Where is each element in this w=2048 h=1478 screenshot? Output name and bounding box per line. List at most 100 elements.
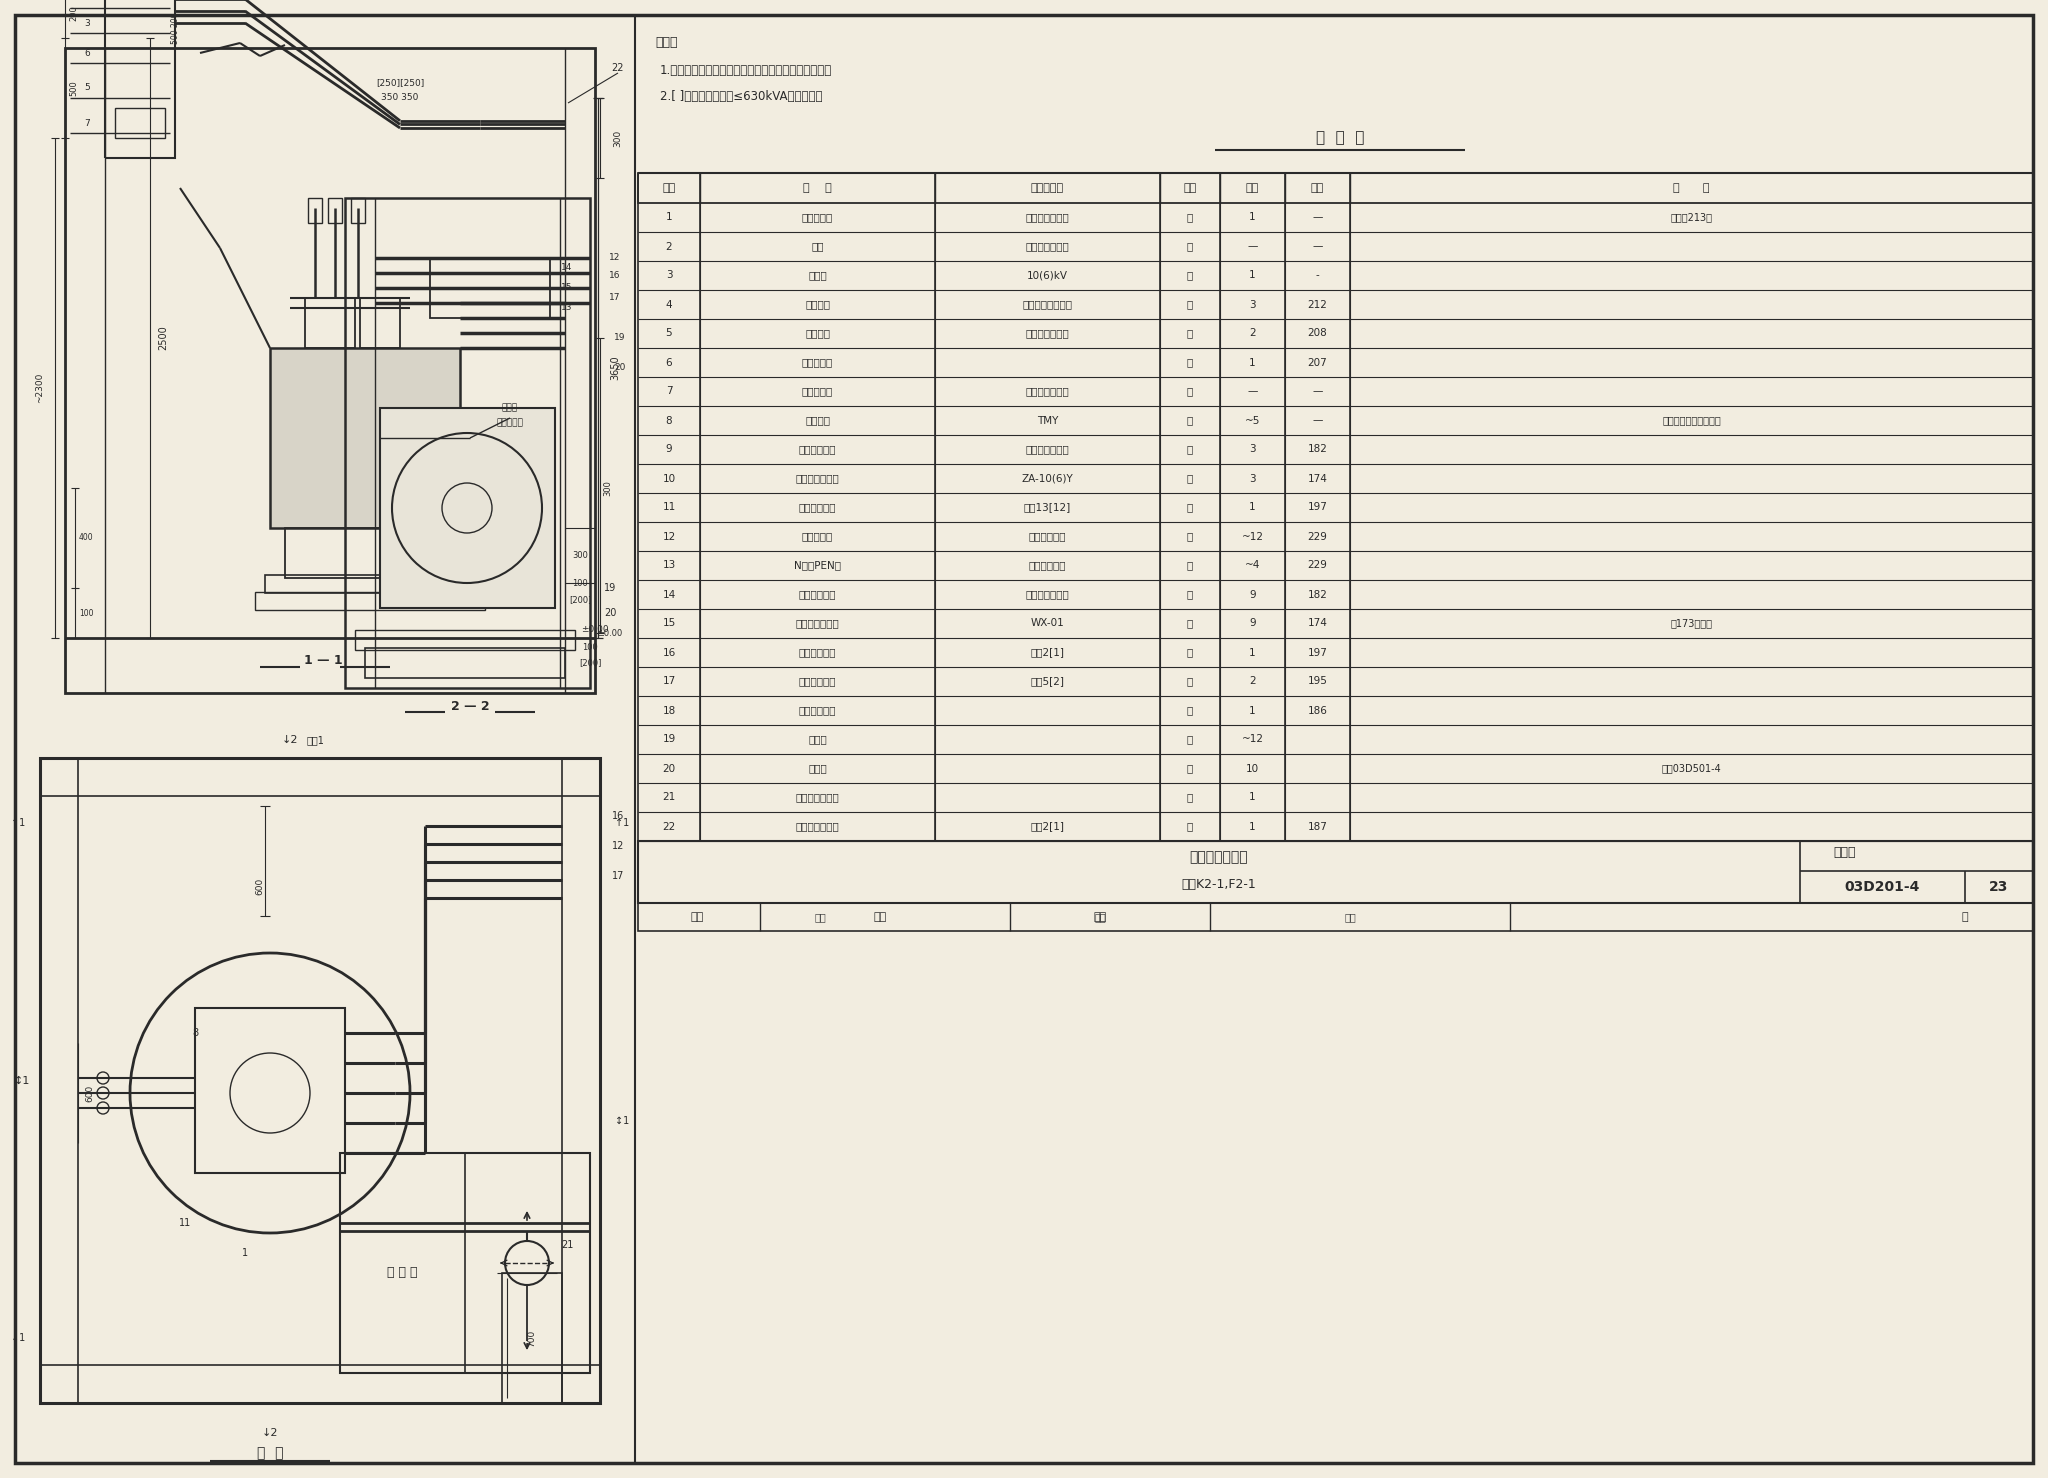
Text: 见附录（四）: 见附录（四） bbox=[1028, 560, 1067, 571]
Text: 1: 1 bbox=[1249, 213, 1255, 223]
Text: 17: 17 bbox=[612, 871, 625, 881]
Bar bbox=[365, 647, 565, 678]
Text: ↕1: ↕1 bbox=[14, 1076, 31, 1086]
Text: 高压母线: 高压母线 bbox=[805, 415, 829, 426]
Text: 个: 个 bbox=[1188, 792, 1194, 803]
Text: 明  细  表: 明 细 表 bbox=[1315, 130, 1364, 145]
Text: TMY: TMY bbox=[1036, 415, 1059, 426]
Bar bbox=[639, 841, 2034, 903]
Bar bbox=[115, 108, 166, 137]
Text: 23: 23 bbox=[1989, 879, 2009, 894]
Text: ±0.00: ±0.00 bbox=[598, 628, 623, 637]
Text: 12: 12 bbox=[612, 841, 625, 851]
Text: 高压支柱绝缘子: 高压支柱绝缘子 bbox=[795, 473, 840, 483]
Text: ~5: ~5 bbox=[1245, 415, 1260, 426]
Text: 600: 600 bbox=[86, 1085, 94, 1101]
Text: 3: 3 bbox=[1249, 300, 1255, 309]
Text: 19: 19 bbox=[604, 582, 616, 593]
Text: 2500: 2500 bbox=[158, 325, 168, 350]
Text: 米: 米 bbox=[1188, 387, 1194, 396]
Bar bbox=[270, 347, 461, 528]
Text: 签名: 签名 bbox=[1094, 912, 1106, 922]
Text: 187: 187 bbox=[1307, 822, 1327, 832]
Bar bbox=[354, 630, 575, 650]
Text: 500: 500 bbox=[70, 80, 78, 96]
Bar bbox=[307, 198, 322, 223]
Bar bbox=[344, 198, 590, 687]
Text: 212: 212 bbox=[1307, 300, 1327, 309]
Text: 型式2[1]: 型式2[1] bbox=[1030, 822, 1065, 832]
Text: 22: 22 bbox=[612, 64, 625, 72]
Text: 按母线截面确定: 按母线截面确定 bbox=[1026, 445, 1069, 455]
Text: 6: 6 bbox=[666, 358, 672, 368]
Text: 见附录（四）: 见附录（四） bbox=[1028, 532, 1067, 541]
Text: 350 350: 350 350 bbox=[381, 93, 418, 102]
Text: 100: 100 bbox=[78, 609, 94, 618]
Text: 1: 1 bbox=[1249, 792, 1255, 803]
Text: 至接地装置: 至接地装置 bbox=[496, 418, 524, 427]
Bar bbox=[41, 758, 600, 1403]
Text: 套: 套 bbox=[1188, 822, 1194, 832]
Text: 1: 1 bbox=[666, 213, 672, 223]
Text: 低压母线支架: 低压母线支架 bbox=[799, 677, 836, 686]
Text: 签名: 签名 bbox=[815, 912, 825, 922]
Text: -: - bbox=[1315, 270, 1319, 281]
Text: 197: 197 bbox=[1307, 647, 1327, 658]
Text: 电车线路绝缘子: 电车线路绝缘子 bbox=[795, 618, 840, 628]
Text: 195: 195 bbox=[1307, 677, 1327, 686]
Text: 17: 17 bbox=[608, 294, 621, 303]
Text: 1: 1 bbox=[1249, 647, 1255, 658]
Text: 208: 208 bbox=[1307, 328, 1327, 338]
Text: 规格按变压器容量确定: 规格按变压器容量确定 bbox=[1663, 415, 1720, 426]
Text: 20: 20 bbox=[614, 364, 627, 372]
Bar bbox=[430, 259, 551, 318]
Text: 3650: 3650 bbox=[610, 356, 621, 380]
Text: 10: 10 bbox=[1245, 764, 1260, 773]
Text: 1: 1 bbox=[242, 1247, 248, 1258]
Text: 低压母线夹板: 低压母线夹板 bbox=[799, 705, 836, 715]
Bar bbox=[381, 408, 555, 607]
Text: 300: 300 bbox=[571, 550, 588, 560]
Bar bbox=[328, 198, 342, 223]
Text: 签名: 签名 bbox=[1343, 912, 1356, 922]
Text: 低压相母线: 低压相母线 bbox=[803, 532, 834, 541]
Text: 按173页装配: 按173页装配 bbox=[1671, 618, 1712, 628]
Text: 单位: 单位 bbox=[1184, 183, 1196, 194]
Text: 7: 7 bbox=[84, 118, 90, 127]
Text: 1: 1 bbox=[1249, 358, 1255, 368]
Text: 5: 5 bbox=[84, 83, 90, 93]
Text: 平  面: 平 面 bbox=[256, 1445, 283, 1460]
Text: 由工程设计确定: 由工程设计确定 bbox=[1026, 213, 1069, 223]
Text: 11: 11 bbox=[178, 1218, 190, 1228]
Text: ↕1: ↕1 bbox=[614, 1116, 629, 1126]
Text: 套: 套 bbox=[1188, 677, 1194, 686]
Text: 台: 台 bbox=[1188, 213, 1194, 223]
Text: 个: 个 bbox=[1188, 358, 1194, 368]
Text: [250][250]: [250][250] bbox=[377, 78, 424, 87]
Text: 9: 9 bbox=[1249, 590, 1255, 600]
Text: 说明1: 说明1 bbox=[305, 735, 324, 745]
Text: 米: 米 bbox=[1188, 532, 1194, 541]
Text: 9: 9 bbox=[666, 445, 672, 455]
Text: 说明：: 说明： bbox=[655, 37, 678, 49]
Bar bbox=[502, 1273, 561, 1403]
Text: ↓2: ↓2 bbox=[283, 735, 299, 745]
Text: 主 接 线: 主 接 线 bbox=[387, 1267, 418, 1280]
Bar bbox=[285, 528, 455, 578]
Text: 型式13[12]: 型式13[12] bbox=[1024, 503, 1071, 513]
Text: 16: 16 bbox=[662, 647, 676, 658]
Text: ↑1: ↑1 bbox=[614, 817, 629, 828]
Bar bbox=[639, 903, 2034, 931]
Text: 197: 197 bbox=[1307, 503, 1327, 513]
Bar bbox=[639, 173, 2034, 202]
Text: 个: 个 bbox=[1188, 328, 1194, 338]
Text: 由工程设计确定: 由工程设计确定 bbox=[1026, 387, 1069, 396]
Text: 200: 200 bbox=[70, 4, 78, 21]
Text: 3: 3 bbox=[84, 19, 90, 28]
Bar bbox=[195, 1008, 344, 1174]
Text: 参见03D501-4: 参见03D501-4 bbox=[1661, 764, 1722, 773]
Text: 21: 21 bbox=[662, 792, 676, 803]
Text: 个: 个 bbox=[1188, 473, 1194, 483]
Text: 接线端子: 接线端子 bbox=[805, 300, 829, 309]
Text: 9: 9 bbox=[1249, 618, 1255, 628]
